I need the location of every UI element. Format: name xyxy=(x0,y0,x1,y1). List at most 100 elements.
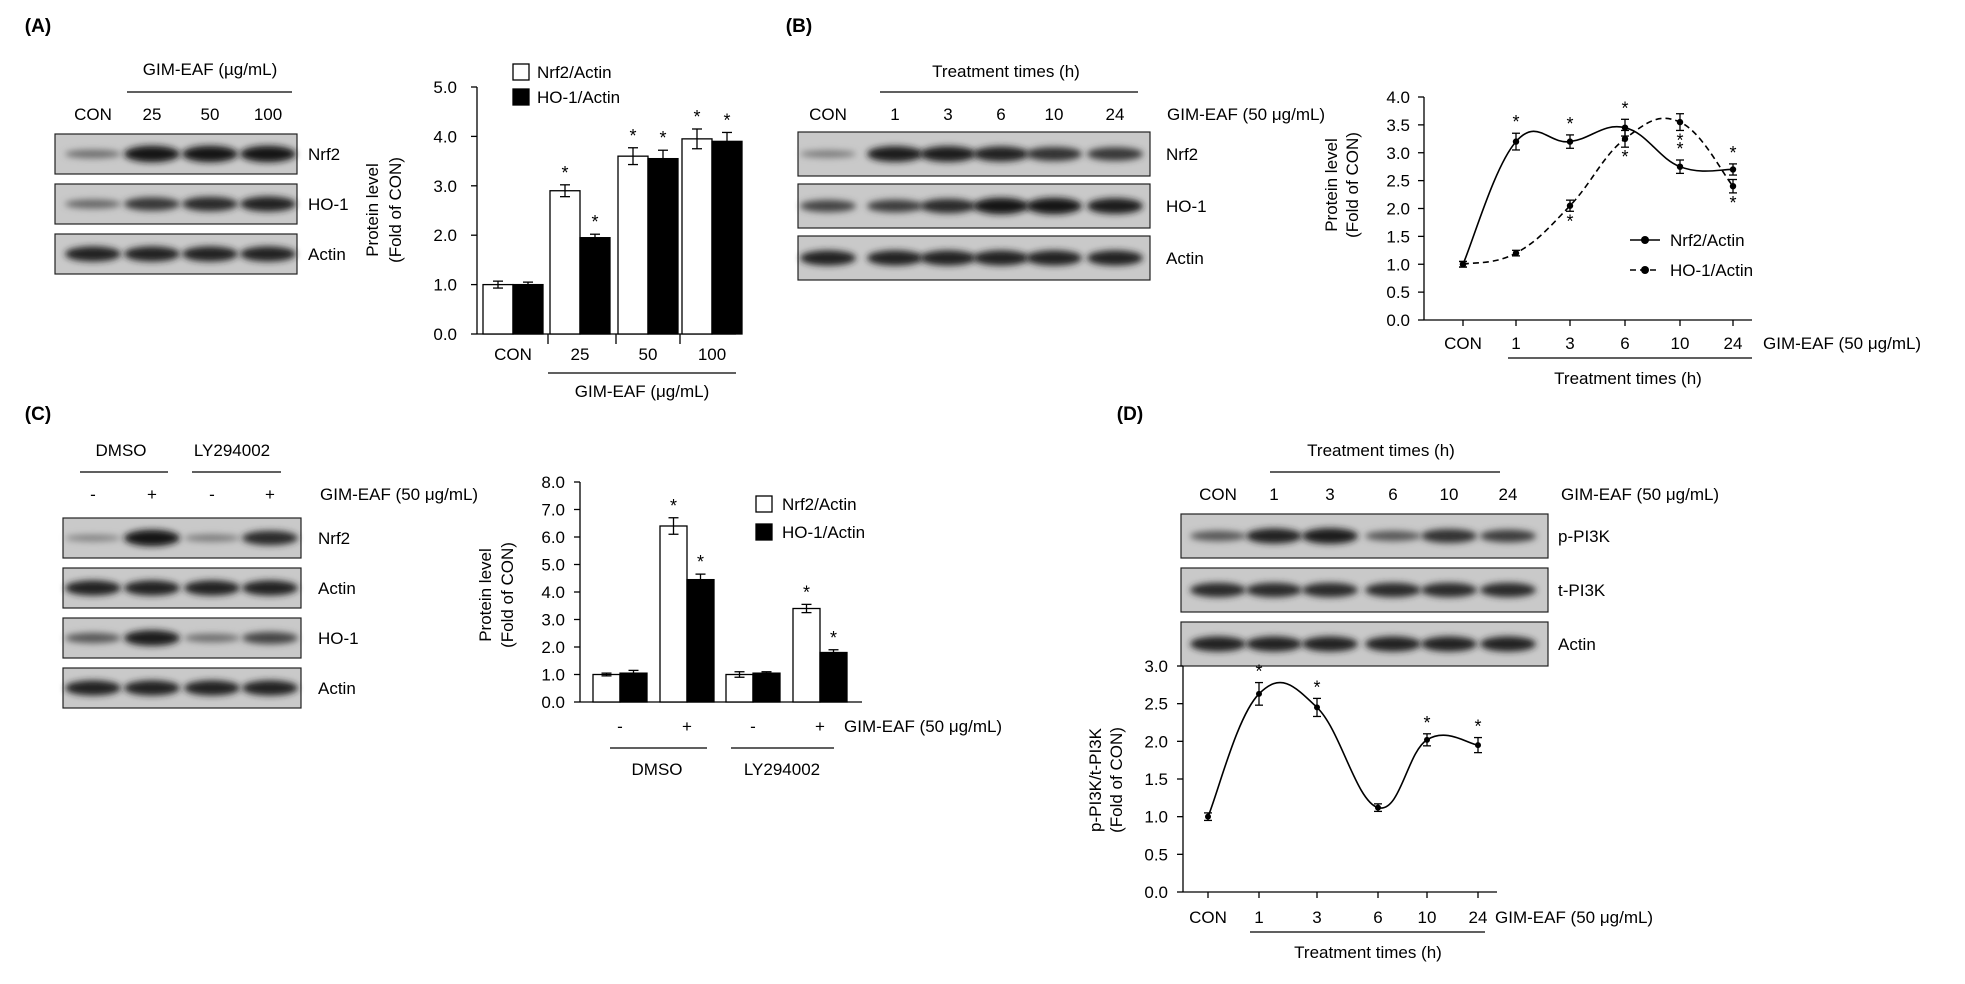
blot-band xyxy=(184,633,240,643)
significance-marker: * xyxy=(803,582,810,602)
y-tick-label: 1.0 xyxy=(541,666,565,685)
blot-band xyxy=(973,146,1029,162)
significance-marker: * xyxy=(1676,139,1683,159)
x-tick-label: CON xyxy=(1444,334,1482,353)
y-axis-label: Protein level xyxy=(476,548,495,642)
significance-marker: * xyxy=(723,110,730,130)
blot-band xyxy=(65,246,121,262)
blot-row-actin xyxy=(54,233,298,275)
blot-band xyxy=(867,146,923,162)
significance-marker: * xyxy=(1621,147,1628,167)
significance-marker: * xyxy=(697,552,704,572)
x-tick-label: 24 xyxy=(1469,908,1488,927)
blot-row-label: Actin xyxy=(318,679,356,698)
y-tick-label: 2.0 xyxy=(541,638,565,657)
blot-row-label: HO-1 xyxy=(318,629,359,648)
blot-row-ho-1 xyxy=(797,183,1151,229)
y-tick-label: 0.5 xyxy=(1386,283,1410,302)
significance-marker: * xyxy=(830,628,837,648)
blot-band xyxy=(1421,582,1477,598)
y-tick-label: 0.0 xyxy=(1386,311,1410,330)
bar xyxy=(659,525,688,703)
blot-lane-label: 50 xyxy=(201,105,220,124)
error-bar xyxy=(668,517,679,535)
blot-row-label: Nrf2 xyxy=(318,529,350,548)
blot-band xyxy=(124,630,180,646)
significance-marker: * xyxy=(670,496,677,516)
blot-lane-label: 25 xyxy=(143,105,162,124)
blot-band xyxy=(1087,198,1143,214)
y-tick-label: 2.0 xyxy=(1386,200,1410,219)
x-tick-label: 6 xyxy=(1620,334,1629,353)
y-tick-label: 0.0 xyxy=(541,693,565,712)
blot-band xyxy=(65,149,121,159)
blot-band xyxy=(65,534,121,542)
blot-row-ho-1 xyxy=(62,617,302,659)
blot-row-label: Actin xyxy=(1166,249,1204,268)
legend-swatch xyxy=(512,88,530,106)
blot-lane-label: - xyxy=(209,485,215,504)
blot-band xyxy=(240,145,296,163)
blot-lane-label: + xyxy=(265,485,275,504)
y-tick-label: 1.0 xyxy=(1144,808,1168,827)
significance-marker: * xyxy=(1621,98,1628,118)
significance-marker: * xyxy=(659,128,666,148)
y-tick-label: 3.5 xyxy=(1386,116,1410,135)
y-tick-label: 5.0 xyxy=(433,78,457,97)
x-condition-label: GIM-EAF (50 μg/mL) xyxy=(844,717,1002,736)
blot-band xyxy=(1302,636,1358,652)
y-tick-label: 4.0 xyxy=(541,583,565,602)
legend-label: HO-1/Actin xyxy=(537,88,620,107)
blot-band xyxy=(1087,250,1143,266)
significance-marker: * xyxy=(1729,143,1736,163)
blot-lane-label: 6 xyxy=(1388,485,1397,504)
blot-group-header: LY294002 xyxy=(194,441,270,460)
significance-marker: * xyxy=(629,126,636,146)
error-bar xyxy=(734,671,745,678)
y-tick-label: 2.5 xyxy=(1144,695,1168,714)
data-point xyxy=(1729,166,1737,173)
data-point xyxy=(1676,163,1684,170)
blot-band xyxy=(182,145,238,163)
panel-label-d: (D) xyxy=(1117,404,1143,425)
blot-band xyxy=(1246,636,1302,652)
x-group-label: LY294002 xyxy=(744,760,820,779)
blot-lane-label: + xyxy=(147,485,157,504)
blot-band xyxy=(1480,529,1536,543)
y-tick-label: 2.0 xyxy=(433,226,457,245)
data-point xyxy=(1621,135,1629,143)
x-tick-label: 3 xyxy=(1565,334,1574,353)
blot-band xyxy=(242,580,298,596)
blot-band xyxy=(1302,528,1358,544)
error-bar xyxy=(628,669,639,677)
blot-row-actin xyxy=(1180,621,1549,667)
y-axis-label: (Fold of CON) xyxy=(1107,727,1126,833)
blot-band xyxy=(182,196,238,212)
error-bar xyxy=(658,149,668,168)
blot-band xyxy=(242,631,298,645)
error-bar xyxy=(493,280,503,289)
blot-row-label: p-PI3K xyxy=(1558,527,1611,546)
blot-lane-label: CON xyxy=(809,105,847,124)
y-tick-label: 4.0 xyxy=(1386,88,1410,107)
legend-label: HO-1/Actin xyxy=(782,523,865,542)
y-tick-label: 8.0 xyxy=(541,473,565,492)
blot-band xyxy=(124,197,180,211)
bar xyxy=(752,672,781,703)
x-tick-label: 10 xyxy=(1671,334,1690,353)
blot-treatment-header: Treatment times (h) xyxy=(932,62,1080,81)
blot-band xyxy=(1421,636,1477,652)
blot-band xyxy=(867,250,923,266)
blot-row-actin xyxy=(62,567,302,609)
blot-lane-label: - xyxy=(90,485,96,504)
error-bar xyxy=(523,281,533,288)
blot-lane-label: CON xyxy=(74,105,112,124)
blot-band xyxy=(1026,250,1082,266)
legend-label: Nrf2/Actin xyxy=(537,63,612,82)
blot-row-label: HO-1 xyxy=(308,195,349,214)
x-tick-label: 1 xyxy=(1511,334,1520,353)
y-tick-label: 3.0 xyxy=(1144,657,1168,676)
blot-lane-label: 24 xyxy=(1499,485,1518,504)
blot-row-actin xyxy=(62,667,302,709)
bar xyxy=(617,155,649,335)
